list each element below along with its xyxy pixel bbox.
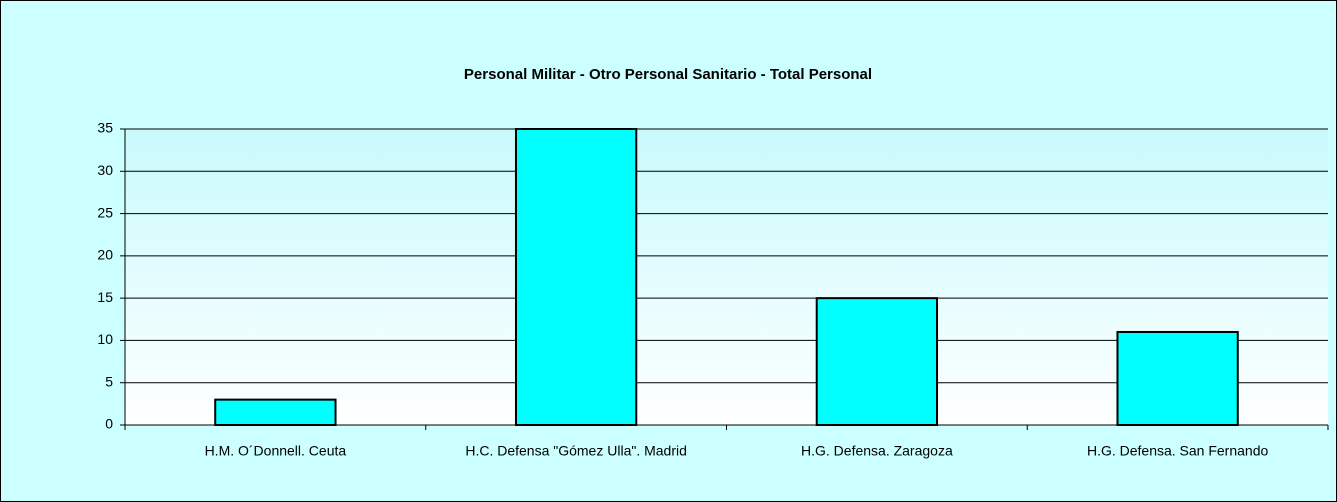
y-tick-label: 5 — [105, 373, 113, 389]
y-tick-label: 20 — [97, 247, 113, 263]
x-tick-label: H.C. Defensa "Gómez Ulla". Madrid — [465, 443, 687, 459]
bar — [815, 297, 939, 426]
x-tick-label: H.M. O´Donnell. Ceuta — [205, 443, 347, 459]
y-tick-label: 10 — [97, 331, 113, 347]
y-tick-label: 0 — [105, 416, 113, 432]
bar — [1116, 330, 1239, 427]
y-tick-label: 25 — [97, 204, 113, 220]
bar — [514, 128, 638, 426]
y-tick-label: 35 — [97, 120, 113, 136]
y-tick-label: 15 — [97, 289, 113, 305]
chart-title: Personal Militar - Otro Personal Sanitar… — [464, 66, 872, 83]
x-tick-label: H.G. Defensa. San Fernando — [1087, 443, 1269, 459]
y-tick-label: 30 — [97, 162, 113, 178]
x-tick-label: H.G. Defensa. Zaragoza — [801, 443, 953, 459]
bar — [214, 398, 337, 426]
